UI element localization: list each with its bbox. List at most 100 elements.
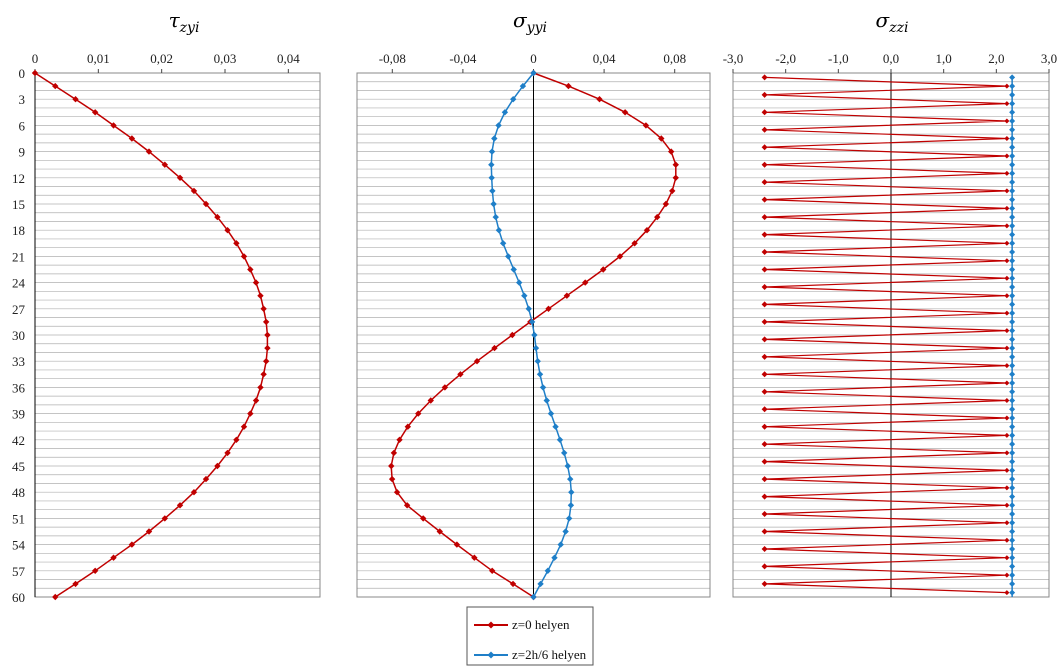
data-point <box>457 371 464 378</box>
data-point <box>1009 449 1016 456</box>
data-point <box>544 567 551 574</box>
data-point <box>761 388 768 395</box>
data-point <box>1004 380 1010 386</box>
data-point <box>1004 432 1010 438</box>
data-point <box>488 161 495 168</box>
data-point <box>110 554 117 561</box>
y-tick-label: 51 <box>12 511 25 526</box>
data-point <box>501 109 509 116</box>
data-point <box>509 331 516 339</box>
y-tick-label: 18 <box>12 223 25 238</box>
data-point <box>562 528 569 535</box>
data-point <box>761 161 768 168</box>
x-tick-label: -2,0 <box>775 51 796 66</box>
data-point <box>643 227 651 234</box>
y-tick-label: 48 <box>12 485 25 500</box>
data-point <box>557 541 564 548</box>
data-point <box>1004 118 1010 124</box>
data-point <box>761 511 768 518</box>
data-point <box>1009 388 1016 395</box>
data-point <box>543 397 550 404</box>
data-point <box>1009 275 1016 282</box>
data-point <box>1009 249 1016 256</box>
data-point <box>1004 572 1010 578</box>
data-point <box>1009 283 1016 290</box>
data-point <box>761 528 768 535</box>
y-tick-label: 30 <box>12 328 25 343</box>
data-point <box>388 475 396 483</box>
data-point <box>488 148 496 155</box>
data-point <box>761 458 768 465</box>
data-point <box>672 174 679 181</box>
data-point <box>427 397 434 404</box>
x-tick-label: 3,0 <box>1041 51 1057 66</box>
data-point <box>1009 179 1016 186</box>
data-point <box>233 240 240 247</box>
data-point <box>260 305 267 312</box>
legend-swatch-marker <box>487 621 495 629</box>
data-point <box>1009 205 1016 212</box>
data-point <box>1009 109 1016 116</box>
data-point <box>260 371 267 378</box>
data-point <box>761 144 768 151</box>
data-point <box>672 161 679 168</box>
data-point <box>1009 580 1016 587</box>
data-point <box>1004 363 1010 369</box>
y-tick-label: 27 <box>12 302 26 317</box>
legend-swatch-marker <box>487 651 495 659</box>
data-point <box>761 318 768 325</box>
y-tick-label: 33 <box>12 354 25 369</box>
data-point <box>52 82 59 90</box>
data-point <box>214 213 221 221</box>
data-point <box>532 344 540 352</box>
data-point <box>761 441 768 448</box>
data-point <box>110 122 117 129</box>
data-point <box>667 148 675 155</box>
data-point <box>202 200 210 208</box>
data-point <box>1009 432 1016 439</box>
data-point <box>1004 205 1010 211</box>
data-point <box>1009 406 1016 413</box>
data-point <box>1009 528 1016 535</box>
data-point <box>1009 327 1016 334</box>
y-tick-label: 57 <box>12 564 26 579</box>
data-point <box>1004 258 1010 264</box>
data-point <box>441 384 449 391</box>
data-point <box>761 214 768 221</box>
x-tick-label: -3,0 <box>723 51 744 66</box>
data-point <box>525 305 532 312</box>
data-point <box>190 489 198 496</box>
data-point <box>516 279 523 286</box>
x-tick-label: 0,04 <box>593 51 616 66</box>
y-tick-label: 6 <box>19 118 26 133</box>
data-point <box>547 410 555 417</box>
data-point <box>531 331 538 339</box>
x-tick-label: 0,01 <box>87 51 110 66</box>
data-point <box>1004 240 1010 246</box>
data-point <box>1009 231 1016 238</box>
data-point <box>1009 336 1016 343</box>
data-point <box>1004 153 1010 159</box>
data-point <box>662 200 670 208</box>
data-point <box>551 554 558 561</box>
data-point <box>1009 362 1016 369</box>
data-point <box>528 318 536 326</box>
data-point <box>1009 502 1016 509</box>
data-point <box>600 266 607 273</box>
legend-label: z=0 helyen <box>512 617 570 632</box>
data-point <box>761 91 768 98</box>
data-point <box>1004 170 1010 176</box>
data-point <box>530 69 537 77</box>
data-point <box>545 305 552 312</box>
data-point <box>252 397 260 404</box>
data-point <box>488 174 495 181</box>
data-point <box>128 135 136 142</box>
data-point <box>596 96 603 103</box>
data-point <box>1009 266 1016 273</box>
data-point <box>565 515 573 522</box>
y-tick-label: 9 <box>19 145 26 160</box>
data-point <box>1004 293 1010 299</box>
x-tick-label: 0,04 <box>277 51 300 66</box>
data-point <box>473 358 481 365</box>
